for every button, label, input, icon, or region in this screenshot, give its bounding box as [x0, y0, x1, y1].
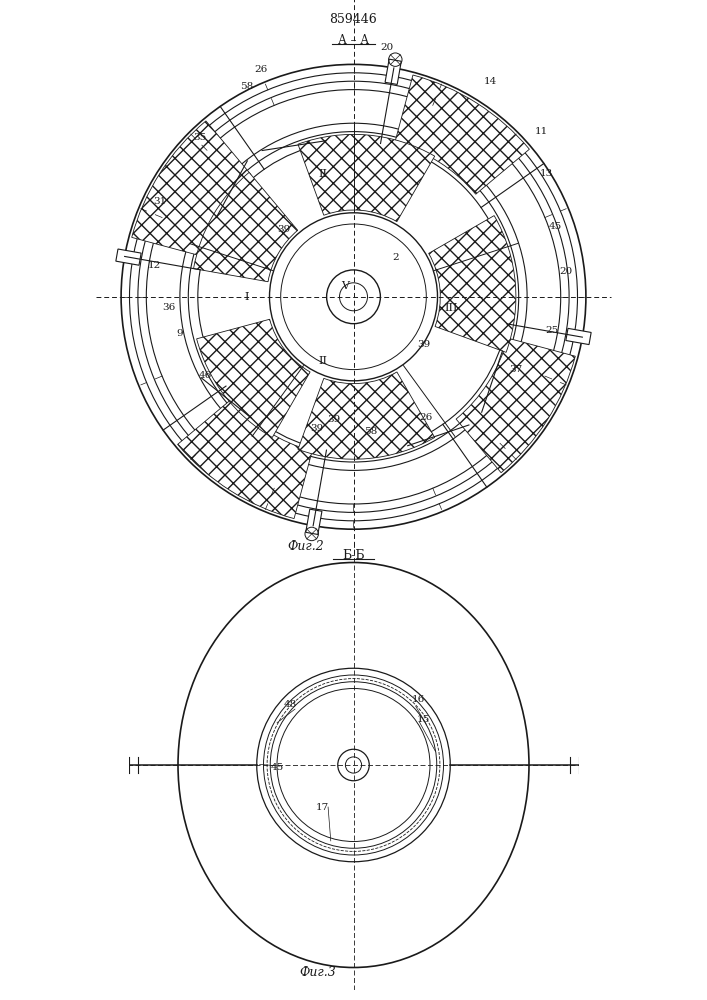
- Wedge shape: [132, 121, 251, 255]
- Text: 37: 37: [509, 365, 522, 374]
- Text: 20: 20: [560, 267, 573, 276]
- Wedge shape: [456, 338, 575, 473]
- Wedge shape: [194, 172, 298, 282]
- Text: 15: 15: [416, 716, 430, 724]
- Text: 39: 39: [417, 340, 430, 349]
- Wedge shape: [298, 134, 435, 222]
- Text: Фиг.2: Фиг.2: [288, 540, 325, 552]
- Text: 31: 31: [153, 197, 167, 206]
- Text: 45: 45: [270, 763, 284, 772]
- Text: 14: 14: [484, 77, 497, 86]
- Bar: [116, 249, 141, 265]
- Text: 16: 16: [412, 695, 426, 704]
- Text: 45: 45: [549, 222, 562, 231]
- Text: 39: 39: [277, 225, 290, 234]
- Text: 9: 9: [177, 329, 183, 338]
- Bar: [566, 328, 591, 345]
- Bar: [305, 509, 322, 534]
- Text: 39: 39: [310, 424, 324, 433]
- Text: III: III: [445, 303, 458, 313]
- Text: 20: 20: [380, 43, 394, 52]
- Text: II: II: [318, 356, 327, 366]
- Text: Фиг.3: Фиг.3: [299, 966, 336, 978]
- Text: V: V: [341, 281, 349, 291]
- Text: А – А: А – А: [338, 34, 369, 47]
- Text: 12: 12: [148, 261, 161, 270]
- Text: 48: 48: [284, 700, 297, 709]
- Text: 25: 25: [546, 326, 559, 335]
- Text: 2: 2: [392, 253, 399, 262]
- Text: 39: 39: [327, 416, 341, 424]
- Wedge shape: [298, 372, 435, 459]
- Text: 13: 13: [540, 169, 554, 178]
- Text: 58: 58: [363, 427, 377, 436]
- Text: 11: 11: [534, 127, 548, 136]
- Text: Б-Б: Б-Б: [342, 549, 365, 562]
- Wedge shape: [197, 319, 310, 437]
- Text: 36: 36: [162, 304, 175, 312]
- Wedge shape: [177, 399, 312, 519]
- Text: 26: 26: [255, 66, 268, 75]
- Text: 46: 46: [199, 371, 211, 380]
- Bar: [385, 59, 402, 84]
- Wedge shape: [428, 216, 516, 352]
- Text: 859446: 859446: [329, 13, 378, 26]
- Text: 58: 58: [240, 82, 254, 91]
- Wedge shape: [395, 75, 530, 194]
- Text: I: I: [245, 292, 250, 302]
- Text: 35: 35: [193, 133, 206, 142]
- Text: 17: 17: [315, 803, 329, 812]
- Text: 26: 26: [420, 413, 433, 422]
- Text: II: II: [318, 169, 327, 179]
